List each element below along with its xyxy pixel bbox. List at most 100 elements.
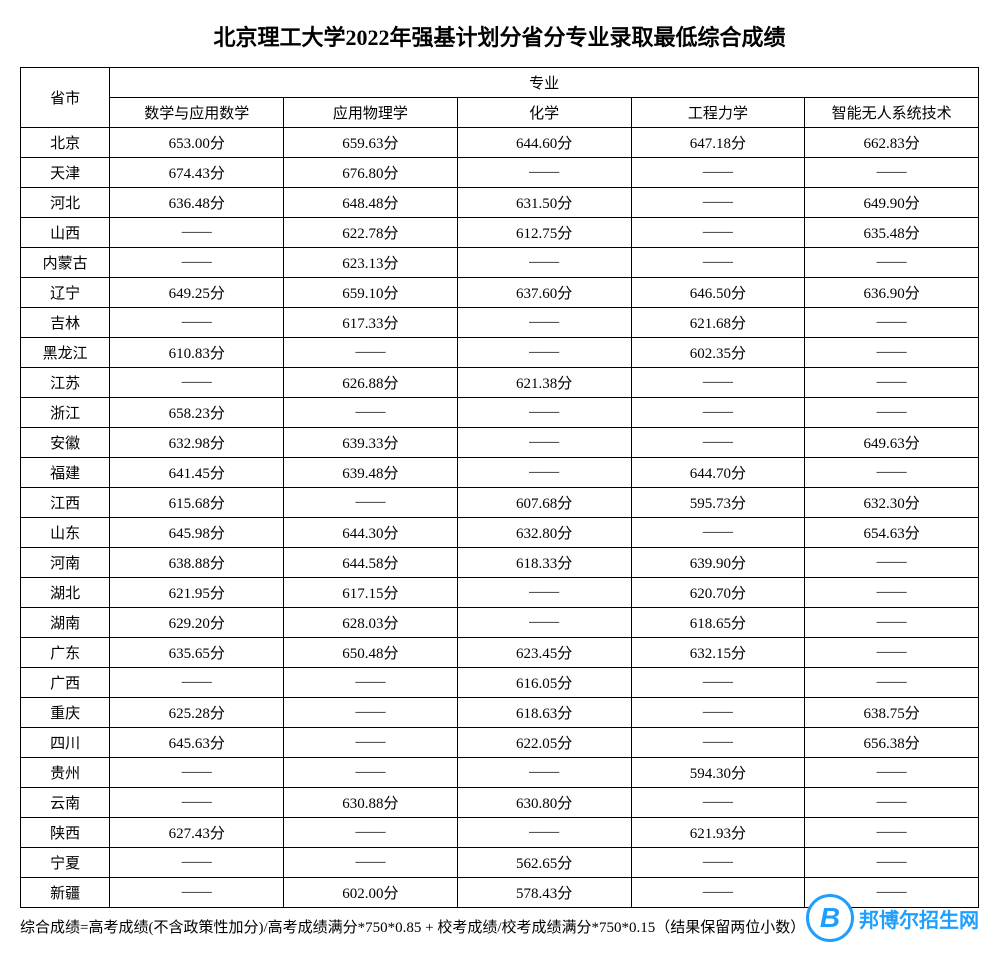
score-cell: 648.48分 [284,188,458,218]
page-title: 北京理工大学2022年强基计划分省分专业录取最低综合成绩 [20,20,979,52]
score-cell: 636.90分 [805,278,979,308]
score-cell: 649.25分 [110,278,284,308]
score-cell: 607.68分 [457,488,631,518]
score-cell: —— [805,308,979,338]
score-cell: —— [284,398,458,428]
score-cell: 623.45分 [457,638,631,668]
score-cell: —— [631,158,805,188]
score-cell: 659.63分 [284,128,458,158]
score-cell: 639.90分 [631,548,805,578]
score-cell: 621.38分 [457,368,631,398]
score-cell: 616.05分 [457,668,631,698]
table-header-row-2: 数学与应用数学 应用物理学 化学 工程力学 智能无人系统技术 [21,98,979,128]
province-cell: 湖南 [21,608,110,638]
province-cell: 山东 [21,518,110,548]
table-row: 广西————616.05分———— [21,668,979,698]
table-row: 北京653.00分659.63分644.60分647.18分662.83分 [21,128,979,158]
province-cell: 新疆 [21,878,110,908]
column-header: 工程力学 [631,98,805,128]
score-cell: 618.33分 [457,548,631,578]
score-cell: —— [631,218,805,248]
score-cell: 650.48分 [284,638,458,668]
table-row: 四川645.63分——622.05分——656.38分 [21,728,979,758]
score-cell: —— [457,818,631,848]
score-cell: —— [631,698,805,728]
scores-table: 省市 专业 数学与应用数学 应用物理学 化学 工程力学 智能无人系统技术 北京6… [20,67,979,908]
score-cell: —— [631,668,805,698]
score-cell: —— [805,368,979,398]
score-cell: 630.88分 [284,788,458,818]
score-cell: 615.68分 [110,488,284,518]
table-row: 云南——630.88分630.80分———— [21,788,979,818]
score-cell: —— [284,758,458,788]
score-cell: —— [284,698,458,728]
score-cell: 654.63分 [805,518,979,548]
score-cell: 635.48分 [805,218,979,248]
table-row: 湖南629.20分628.03分——618.65分—— [21,608,979,638]
score-cell: 646.50分 [631,278,805,308]
score-cell: —— [631,428,805,458]
score-cell: —— [457,608,631,638]
score-cell: 630.80分 [457,788,631,818]
score-cell: —— [457,248,631,278]
score-cell: 644.30分 [284,518,458,548]
score-cell: 594.30分 [631,758,805,788]
table-row: 重庆625.28分——618.63分——638.75分 [21,698,979,728]
province-cell: 广东 [21,638,110,668]
score-cell: —— [631,188,805,218]
score-cell: 623.13分 [284,248,458,278]
table-row: 福建641.45分639.48分——644.70分—— [21,458,979,488]
score-cell: 676.80分 [284,158,458,188]
score-cell: —— [805,758,979,788]
column-header: 智能无人系统技术 [805,98,979,128]
score-cell: 638.88分 [110,548,284,578]
table-row: 江西615.68分——607.68分595.73分632.30分 [21,488,979,518]
score-cell: 622.78分 [284,218,458,248]
score-cell: 674.43分 [110,158,284,188]
score-cell: 621.68分 [631,308,805,338]
table-row: 山西——622.78分612.75分——635.48分 [21,218,979,248]
score-cell: 641.45分 [110,458,284,488]
table-row: 河北636.48分648.48分631.50分——649.90分 [21,188,979,218]
score-cell: 659.10分 [284,278,458,308]
score-cell: —— [284,818,458,848]
score-cell: 617.15分 [284,578,458,608]
score-cell: —— [631,518,805,548]
score-cell: 618.65分 [631,608,805,638]
score-cell: 610.83分 [110,338,284,368]
province-cell: 湖北 [21,578,110,608]
score-cell: —— [110,878,284,908]
score-cell: —— [805,608,979,638]
score-cell: —— [631,788,805,818]
score-cell: —— [457,578,631,608]
score-cell: —— [631,728,805,758]
score-cell: 658.23分 [110,398,284,428]
province-cell: 北京 [21,128,110,158]
table-row: 陕西627.43分————621.93分—— [21,818,979,848]
score-cell: 644.58分 [284,548,458,578]
score-cell: —— [805,578,979,608]
score-cell: —— [631,248,805,278]
score-cell: —— [110,668,284,698]
province-cell: 天津 [21,158,110,188]
score-cell: —— [805,158,979,188]
score-cell: —— [457,338,631,368]
score-cell: 620.70分 [631,578,805,608]
score-cell: 629.20分 [110,608,284,638]
score-cell: —— [805,818,979,848]
table-row: 辽宁649.25分659.10分637.60分646.50分636.90分 [21,278,979,308]
province-cell: 山西 [21,218,110,248]
score-cell: 635.65分 [110,638,284,668]
province-cell: 浙江 [21,398,110,428]
score-cell: 621.95分 [110,578,284,608]
score-cell: 625.28分 [110,698,284,728]
score-cell: 622.05分 [457,728,631,758]
column-header: 化学 [457,98,631,128]
watermark: B 邦博尔招生网 [806,894,979,942]
score-cell: 632.30分 [805,488,979,518]
score-cell: —— [457,758,631,788]
score-cell: 621.93分 [631,818,805,848]
score-cell: —— [631,848,805,878]
score-cell: —— [457,398,631,428]
score-cell: 632.98分 [110,428,284,458]
